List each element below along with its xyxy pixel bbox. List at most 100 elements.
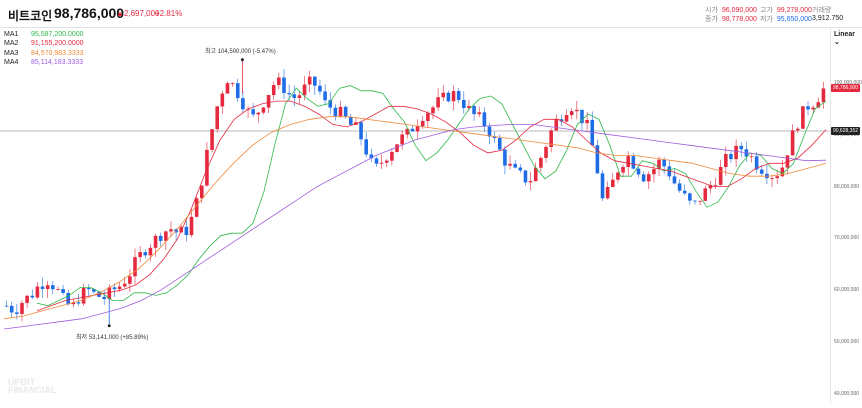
candle-body (621, 166, 625, 173)
candle-body (230, 83, 235, 84)
candle-body (426, 113, 430, 122)
y-tick-label: 60,000,000 (834, 287, 860, 294)
candle-body (323, 91, 327, 101)
candle-body (210, 129, 214, 150)
legend-ma1[interactable]: MA1 95,587,200.0000 (4, 31, 84, 38)
candle-body (241, 98, 245, 110)
candle-body (374, 158, 379, 164)
candle-body (693, 200, 697, 202)
high-marker (240, 58, 244, 62)
candle-body (76, 302, 81, 304)
candle-body (45, 285, 50, 289)
candle-body (390, 151, 394, 161)
candle-body (122, 283, 127, 287)
ma-legend: MA1 95,587,200.0000 MA2 91,155,200.0000 MA… (4, 30, 84, 68)
chart-canvas[interactable] (0, 28, 830, 403)
ma-line-ma3 (3, 116, 827, 320)
candle-body (626, 156, 631, 167)
candle-body (292, 94, 297, 98)
low-annotation: 최저 53,141,000 (+85.89%) (76, 335, 149, 341)
candle-body (436, 97, 440, 108)
candle-body (400, 134, 404, 145)
candle-body (143, 252, 148, 256)
candle-body (575, 109, 579, 112)
candle-body (698, 200, 702, 202)
candle-body (199, 185, 204, 199)
candle-body (785, 155, 790, 168)
low-stat: 저가 95,650,000 (760, 16, 812, 23)
candle-body (35, 286, 40, 298)
scale-dropdown[interactable]: Linear ⌄ (834, 31, 862, 46)
candle-body (801, 106, 805, 129)
candle-body (302, 84, 307, 96)
ma-line-ma1 (36, 85, 827, 307)
candle-body (806, 106, 810, 110)
candle-body (729, 154, 733, 160)
candle-body (682, 190, 687, 194)
current-price-tag: 98,786,000 (831, 84, 860, 92)
legend-ma2[interactable]: MA2 91,155,200.0000 (4, 40, 84, 48)
candle-body (395, 144, 399, 152)
candle-body (595, 145, 600, 174)
candle-body (616, 172, 620, 180)
candle-body (431, 107, 435, 114)
candle-body (559, 119, 564, 122)
candle-body (544, 146, 548, 158)
candle-body (266, 95, 271, 108)
candle-body (795, 128, 800, 131)
candle-body (235, 83, 240, 99)
ma-line-ma4 (3, 124, 827, 330)
candle-body (564, 115, 569, 122)
candle-body (605, 187, 610, 199)
y-tick-label: 50,000,000 (834, 339, 860, 345)
candle-body (4, 305, 9, 307)
current-price: 98,786,000 (54, 5, 125, 21)
candle-body (184, 226, 189, 236)
candle-body (775, 176, 779, 179)
scale-label: Linear (834, 31, 856, 38)
candle-body (708, 184, 713, 189)
candle-body (816, 102, 821, 108)
candle-body (610, 179, 615, 188)
candle-body (759, 169, 764, 174)
watermark-logo: UPBIT FINANCIAL (8, 377, 57, 395)
candle-body (477, 112, 482, 115)
candle-body (441, 92, 446, 98)
candle-body (513, 163, 517, 168)
candle-body (379, 162, 384, 164)
ticker-header: 비트코인 98,786,000 ▲2,697,000 +2.81% 시가 96,0… (0, 0, 862, 28)
candle-body (539, 157, 543, 168)
candle-body (487, 126, 492, 137)
candle-body (56, 289, 60, 290)
candle-body (569, 111, 574, 116)
candle-body (811, 107, 815, 110)
candle-body (287, 93, 291, 95)
candle-body (117, 286, 122, 290)
candle-body (92, 289, 96, 292)
candle-body (713, 184, 718, 186)
candle-body (40, 286, 45, 289)
candle-body (215, 106, 220, 130)
candle-body (112, 287, 117, 290)
candle-body (384, 160, 389, 163)
candle-body (153, 235, 158, 248)
candle-body (523, 170, 528, 183)
candle-body (364, 139, 368, 155)
candle-body (220, 93, 225, 107)
legend-ma4[interactable]: MA4 85,114,183.3333 (4, 59, 84, 67)
y-tick-label: 40,000,000 (834, 390, 860, 397)
candle-body (313, 76, 317, 86)
candle-body (189, 216, 194, 236)
coin-name: 비트코인 (8, 9, 53, 23)
candle-body (271, 85, 276, 96)
open-stat: 시가 96,090,000 (705, 7, 757, 14)
candle-body (169, 229, 173, 232)
candle-body (246, 109, 250, 111)
candle-body (277, 77, 281, 86)
price-chart[interactable] (0, 28, 830, 403)
candle-body (462, 99, 466, 109)
legend-ma3[interactable]: MA3 84,570,983.3333 (4, 49, 84, 57)
low-marker (107, 324, 111, 328)
candle-body (749, 156, 754, 158)
candle-body (148, 247, 153, 256)
